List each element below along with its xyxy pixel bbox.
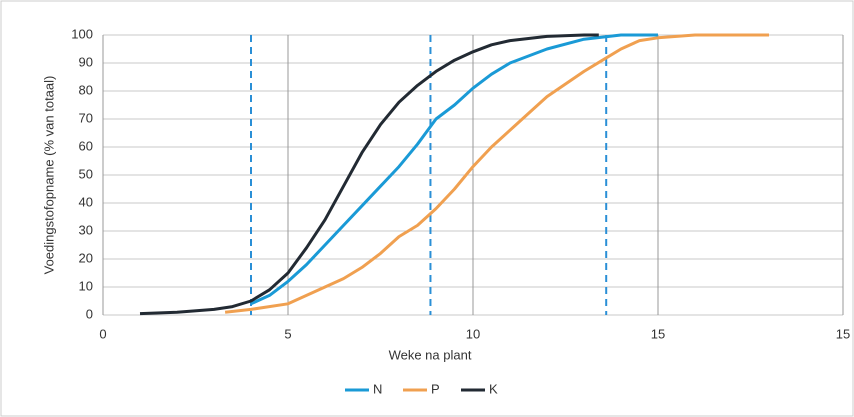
y-tick-label: 30	[79, 222, 93, 237]
y-tick-label: 50	[79, 166, 93, 181]
x-tick-label: 0	[99, 326, 106, 341]
y-tick-label: 90	[79, 54, 93, 69]
y-tick-label: 10	[79, 278, 93, 293]
y-tick-label: 70	[79, 110, 93, 125]
y-tick-label: 100	[71, 26, 93, 41]
legend-label: P	[431, 381, 440, 396]
y-tick-label: 60	[79, 138, 93, 153]
x-tick-label: 5	[284, 326, 291, 341]
x-tick-label: 15	[836, 326, 850, 341]
x-axis-label: Weke na plant	[389, 347, 472, 362]
legend-label: K	[489, 381, 498, 396]
series-line	[250, 33, 658, 306]
legend-label: N	[373, 381, 382, 396]
y-tick-label: 0	[86, 306, 93, 321]
series-line	[224, 33, 769, 314]
y-axis-label: Voedingstofopname (% van totaal)	[41, 76, 56, 275]
x-tick-label: 15	[651, 326, 665, 341]
y-tick-label: 40	[79, 194, 93, 209]
x-tick-label: 10	[466, 326, 480, 341]
series-line	[139, 33, 599, 316]
y-tick-label: 80	[79, 82, 93, 97]
y-tick-label: 20	[79, 250, 93, 265]
